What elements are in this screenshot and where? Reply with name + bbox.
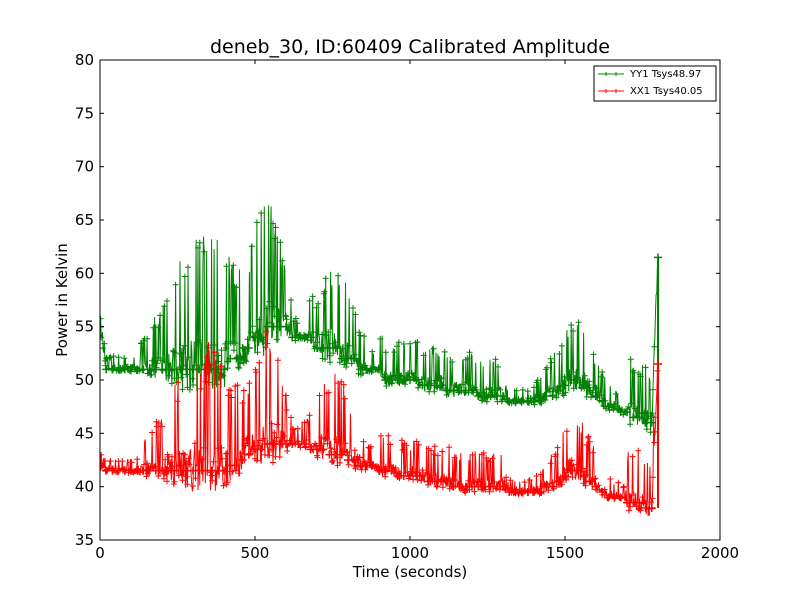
data-point (387, 466, 396, 475)
data-point (635, 498, 644, 507)
data-point (300, 440, 309, 448)
data-point (220, 466, 228, 475)
y-tick-label: 60 (75, 264, 94, 282)
x-tick-label: 2000 (701, 544, 739, 562)
y-tick-label: 55 (75, 318, 94, 336)
data-point (337, 450, 346, 459)
data-point (616, 493, 625, 502)
y-tick-label: 50 (75, 371, 94, 389)
data-point (579, 472, 588, 480)
y-tick-label: 70 (75, 158, 94, 176)
data-point (468, 386, 476, 395)
legend-entry-yy1: YY1 Tsys48.97 (598, 69, 701, 80)
y-tick-label: 45 (75, 424, 94, 442)
data-point (554, 477, 563, 486)
legend-label-xx1: XX1 Tsys40.05 (630, 86, 703, 97)
data-point (598, 488, 607, 496)
data-point (548, 392, 557, 400)
data-point (232, 354, 241, 363)
data-point (306, 333, 315, 342)
data-point (244, 450, 253, 459)
data-point (412, 376, 421, 384)
data-point (437, 381, 445, 390)
y-tick-label: 80 (75, 51, 94, 69)
data-point (579, 381, 588, 390)
legend-marker-xx1 (604, 89, 618, 93)
data-point (350, 456, 359, 464)
y-tick-label: 40 (75, 478, 94, 496)
x-tick-label: 1500 (546, 544, 584, 562)
data-point (375, 365, 383, 374)
series-1 (100, 328, 662, 517)
data-point (368, 461, 377, 470)
data-point (598, 397, 607, 406)
x-tick-label: 500 (241, 544, 270, 562)
data-point (232, 461, 241, 470)
axis-ticks: 0 500 1000 1500 2000 35 40 45 50 55 60 65 70 75 80 (75, 51, 739, 562)
data-point (548, 482, 557, 491)
data-point (238, 456, 247, 464)
data-point (585, 477, 594, 486)
y-tick-label: 65 (75, 211, 94, 229)
x-axis-label: Time (seconds) (352, 563, 468, 581)
data-point (561, 472, 569, 480)
data-point (220, 365, 228, 374)
series-layer (100, 205, 662, 517)
data-point (331, 344, 340, 352)
data-point (443, 477, 452, 486)
data-point (350, 354, 359, 363)
data-point (647, 504, 656, 512)
data-point (536, 397, 545, 406)
x-tick-label: 1000 (391, 544, 429, 562)
data-point (635, 413, 644, 422)
data-point (573, 466, 582, 475)
data-point (319, 445, 328, 454)
legend: YY1 Tsys48.97 XX1 Tsys40.05 (593, 65, 717, 102)
data-point (257, 333, 266, 342)
data-point (536, 488, 545, 496)
data-point (592, 392, 600, 400)
data-point (623, 408, 631, 416)
data-point (418, 472, 427, 480)
y-tick-label: 35 (75, 531, 94, 549)
chart-title: deneb_30, ID:60409 Calibrated Amplitude (210, 36, 610, 58)
data-point (244, 344, 253, 352)
y-axis-label: Power in Kelvin (53, 243, 71, 357)
y-tick-label: 75 (75, 104, 94, 122)
data-point (592, 482, 600, 491)
legend-label-yy1: YY1 Tsys48.97 (629, 69, 701, 80)
data-point (561, 381, 569, 390)
x-tick-label: 0 (95, 544, 105, 562)
legend-box (593, 65, 717, 102)
legend-marker-yy1 (604, 72, 618, 76)
data-point (647, 418, 656, 427)
data-point (585, 386, 594, 395)
data-point (499, 392, 507, 400)
legend-entry-xx1: XX1 Tsys40.05 (598, 86, 703, 97)
data-point (554, 386, 563, 395)
data-point (257, 445, 266, 454)
data-point (100, 461, 104, 470)
data-point (499, 482, 507, 491)
data-point (573, 376, 582, 384)
data-point (282, 322, 290, 331)
data-point (610, 402, 619, 411)
